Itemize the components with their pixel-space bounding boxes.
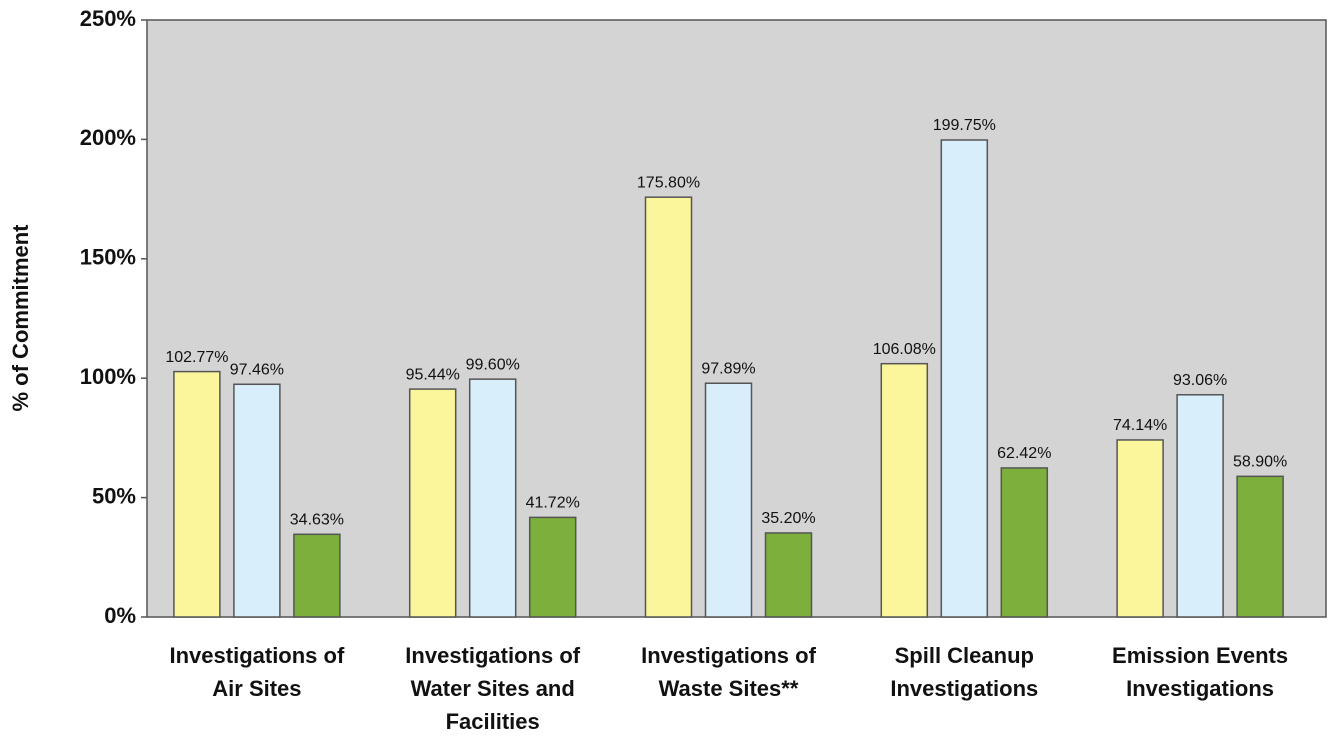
y-tick-label: 200% [80,125,136,150]
value-label: 74.14% [1113,417,1167,434]
y-tick-label: 250% [80,6,136,31]
bar [644,196,693,618]
bar [233,383,281,618]
bar [1000,467,1049,618]
bar [880,362,929,618]
value-label: 199.75% [933,117,996,134]
bar [468,378,517,618]
y-tick-label: 50% [92,483,136,508]
x-tick-label: Spill Cleanup [895,643,1034,668]
x-tick-label: Investigations of [641,643,816,668]
bar [764,532,813,618]
bar [1236,475,1284,618]
bar [173,370,221,618]
bar [293,533,341,618]
x-tick-label: Water Sites and [411,676,575,701]
bar [1176,394,1224,618]
value-label: 97.89% [701,360,755,377]
y-tick-label: 150% [80,245,136,270]
y-axis-title: % of Commitment [8,224,33,412]
bar [940,139,989,618]
value-label: 93.06% [1173,372,1227,389]
value-label: 106.08% [873,341,936,358]
bar [704,382,753,618]
value-label: 175.80% [637,174,700,191]
value-label: 95.44% [406,366,460,383]
x-tick-label: Waste Sites** [659,676,799,701]
x-tick-label: Investigations of [170,643,345,668]
value-label: 35.20% [761,510,815,527]
value-label: 34.63% [290,512,344,529]
x-tick-label: Investigations of [405,643,580,668]
y-tick-label: 100% [80,364,136,389]
value-label: 97.46% [230,361,284,378]
bar [408,388,457,618]
value-label: 99.60% [466,356,520,373]
bar [528,516,577,618]
x-tick-label: Investigations [1126,676,1274,701]
value-label: 58.90% [1233,454,1287,471]
x-tick-label: Air Sites [212,676,301,701]
value-label: 41.72% [526,495,580,512]
x-tick-label: Emission Events [1112,643,1288,668]
value-label: 62.42% [997,445,1051,462]
x-tick-label: Facilities [446,709,540,734]
y-tick-label: 0% [104,603,136,628]
value-label: 102.77% [165,349,228,366]
x-tick-label: Investigations [890,676,1038,701]
bar [1116,439,1164,618]
